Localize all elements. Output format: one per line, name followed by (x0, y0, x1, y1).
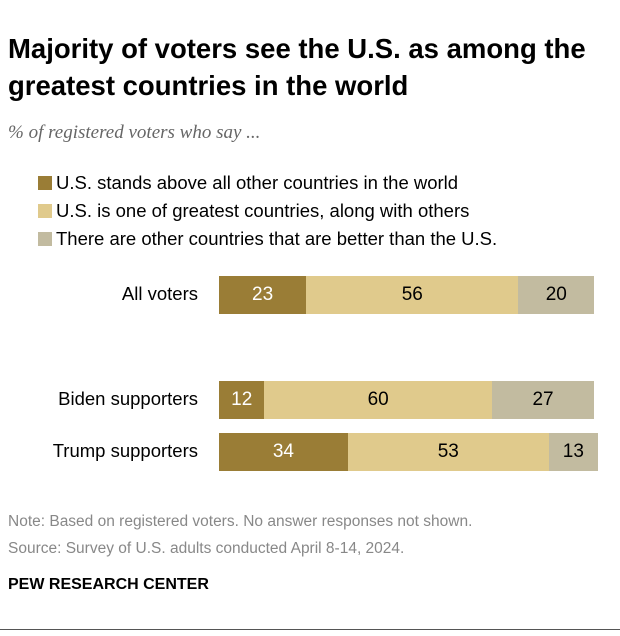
data-label: 13 (562, 441, 584, 462)
note: Note: Based on registered voters. No ans… (8, 513, 473, 530)
bar-segment: 23 (219, 276, 307, 314)
legend-label: There are other countries that are bette… (56, 228, 498, 249)
divider (0, 629, 620, 630)
data-label: 34 (272, 441, 294, 462)
source: Source: Survey of U.S. adults conducted … (8, 540, 405, 557)
legend-swatch (38, 232, 52, 246)
bar-segment: 13 (548, 433, 598, 471)
data-label: 12 (231, 389, 253, 410)
legend-item: U.S. stands above all other countries in… (38, 172, 458, 194)
bar-segment: 12 (219, 381, 265, 419)
row-label: Trump supporters (52, 440, 198, 461)
bar-segment: 34 (219, 433, 348, 471)
bar-segment: 27 (491, 381, 595, 419)
legend-label: U.S. is one of greatest countries, along… (56, 200, 470, 221)
chart-title: Majority of voters see the U.S. as among… (8, 33, 586, 101)
data-label: 20 (545, 284, 567, 305)
data-label: 53 (437, 441, 459, 462)
legend-item: U.S. is one of greatest countries, along… (38, 200, 469, 222)
data-label: 23 (252, 284, 274, 305)
bar-segment: 56 (306, 276, 519, 314)
data-label: 27 (532, 389, 554, 410)
brand-logo: PEW RESEARCH CENTER (8, 576, 209, 593)
chart-subtitle: % of registered voters who say ... (8, 122, 261, 143)
row-label: All voters (121, 283, 198, 304)
legend-swatch (38, 204, 52, 218)
data-label: 56 (401, 284, 423, 305)
bar-segment: 60 (264, 381, 492, 419)
legend-swatch (38, 176, 52, 190)
bar-segment: 20 (518, 276, 595, 314)
row-label: Biden supporters (58, 388, 198, 409)
bar-segment: 53 (347, 433, 549, 471)
legend-label: U.S. stands above all other countries in… (56, 172, 459, 193)
legend-item: There are other countries that are bette… (38, 228, 497, 250)
data-label: 60 (367, 389, 389, 410)
